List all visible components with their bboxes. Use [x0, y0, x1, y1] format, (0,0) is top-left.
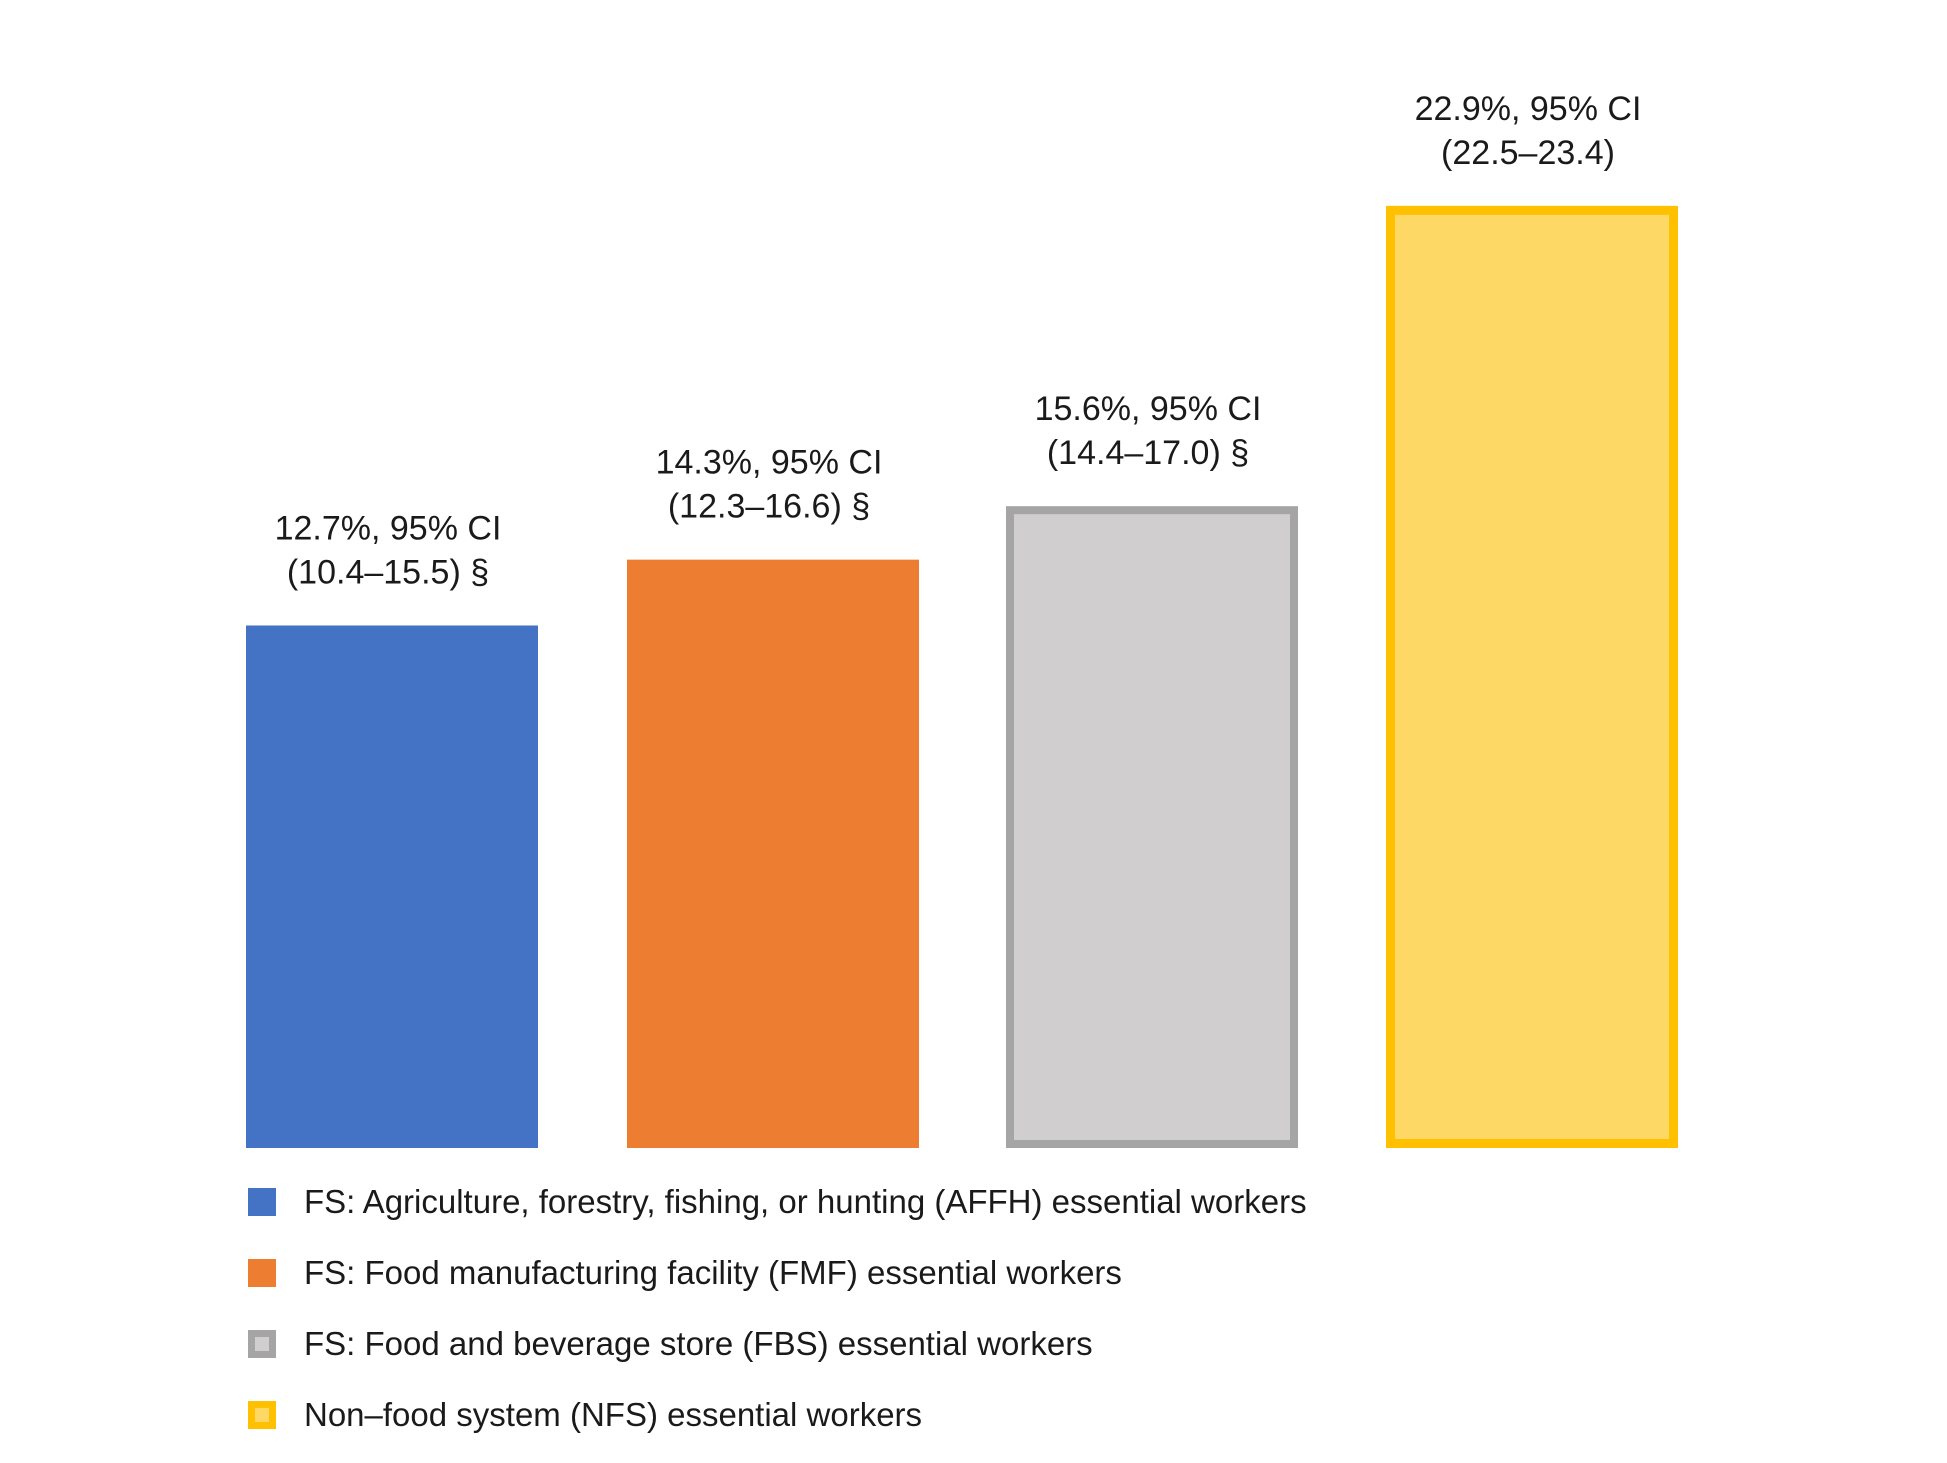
legend-label-nfs: Non–food system (NFS) essential workers [304, 1396, 922, 1433]
bar-fbs [1006, 506, 1298, 1148]
data-labels-group: 12.7%, 95% CI (10.4–15.5) § 14.3%, 95% CI (… [275, 90, 1642, 592]
bar-affh [246, 625, 538, 1148]
legend-swatch-affh [248, 1188, 276, 1216]
legend: FS: Agriculture, forestry, fishing, or h… [248, 1183, 1307, 1433]
legend-swatch-nfs [248, 1401, 276, 1429]
bars-group [246, 205, 1678, 1149]
bar-nfs [1386, 205, 1678, 1149]
data-label-fmf-line-2: (12.3–16.6) § [668, 488, 870, 526]
data-label-nfs-line-1: 22.9%, 95% CI [1415, 90, 1642, 128]
legend-label-affh: FS: Agriculture, forestry, fishing, or h… [304, 1183, 1307, 1220]
data-label-fbs-line-1: 15.6%, 95% CI [1035, 390, 1262, 428]
legend-label-fmf: FS: Food manufacturing facility (FMF) es… [304, 1254, 1122, 1291]
bar-fmf [627, 559, 919, 1148]
data-label-fbs-line-2: (14.4–17.0) § [1047, 434, 1249, 472]
data-label-fmf-line-1: 14.3%, 95% CI [656, 444, 883, 482]
legend-label-fbs: FS: Food and beverage store (FBS) essent… [304, 1325, 1093, 1362]
legend-swatch-fmf [248, 1259, 276, 1287]
data-label-affh-line-1: 12.7%, 95% CI [275, 509, 502, 547]
data-label-affh-line-2: (10.4–15.5) § [287, 553, 489, 591]
data-label-nfs-line-2: (22.5–23.4) [1441, 134, 1615, 172]
legend-swatch-fbs [248, 1330, 276, 1358]
